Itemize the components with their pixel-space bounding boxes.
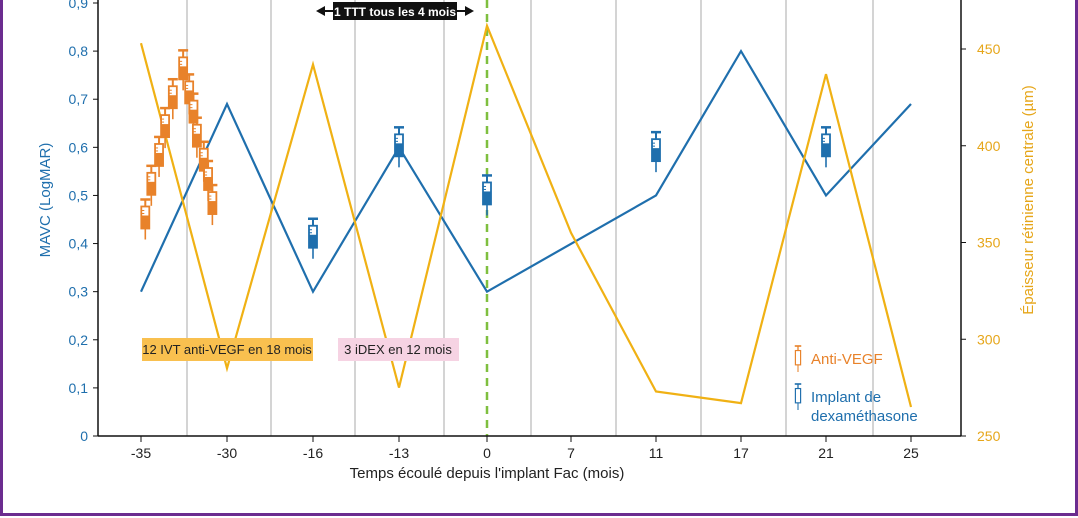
dexamethasone-syringe-icon-0 — [308, 219, 318, 259]
x-tick-label-3: -13 — [389, 445, 409, 461]
x-tick-label-2: -16 — [303, 445, 323, 461]
right-tick-label-1: 300 — [977, 331, 1001, 347]
x-tick-label-5: 7 — [567, 445, 575, 461]
syringe-barrel — [795, 389, 800, 403]
syringe-fill — [179, 66, 187, 79]
syringe-fill — [169, 95, 177, 108]
syringe-fill — [193, 134, 201, 147]
anti-vegf-syringe-icon-3 — [160, 108, 170, 148]
left-tick-label-3: 0,3 — [69, 284, 89, 300]
left-tick-label-9: 0,9 — [69, 0, 89, 11]
syringe-fill — [141, 216, 149, 229]
x-tick-label-1: -30 — [217, 445, 237, 461]
left-tick-label-6: 0,6 — [69, 139, 89, 155]
gridlines — [187, 0, 873, 436]
treatment-interval-annotation: 1 TTT tous les 4 mois — [316, 2, 474, 20]
x-tick-label-6: 11 — [649, 445, 664, 461]
syringe-icon — [795, 384, 802, 410]
dexamethasone-syringe-icon-3 — [651, 132, 661, 172]
right-tick-label-2: 350 — [977, 235, 1001, 251]
left-axis-ticks: 0 0,1 0,2 0,3 0,4 0,5 0,6 0,7 0,8 0,9 — [69, 0, 98, 444]
anti-vegf-syringe-icon-2 — [154, 137, 164, 177]
anti-vegf-box-label: 12 IVT anti-VEGF en 18 mois — [142, 342, 312, 357]
x-tick-label-7: 17 — [733, 445, 749, 461]
dexamethasone-syringe-icon-1 — [394, 127, 404, 167]
left-tick-label-2: 0,2 — [69, 332, 89, 348]
syringe-fill — [652, 148, 660, 161]
dexamethasone-syringe-icon-4 — [821, 127, 831, 167]
x-tick-label-9: 25 — [903, 445, 919, 461]
syringe-fill — [483, 191, 491, 204]
syringe-barrel — [795, 351, 800, 365]
legend-anti-vegf-syringe-icon — [795, 346, 802, 372]
syringe-fill — [822, 143, 830, 156]
anti-vegf-box: 12 IVT anti-VEGF en 18 mois — [142, 338, 313, 361]
x-axis-ticks: -35 -30 -16 -13 0 7 11 17 21 25 — [131, 436, 919, 461]
treatment-interval-label: 1 TTT tous les 4 mois — [334, 5, 456, 19]
dexamethasone-syringe-icon-2 — [482, 175, 492, 215]
left-tick-label-0: 0 — [80, 428, 88, 444]
syringe-fill — [309, 235, 317, 248]
left-tick-label-4: 0,4 — [69, 236, 89, 252]
syringe-fill — [204, 177, 212, 190]
syringe-fill — [147, 182, 155, 195]
right-tick-label-4: 450 — [977, 41, 1001, 57]
left-tick-label-5: 0,5 — [69, 187, 89, 203]
y-axis-left-label: MAVC (LogMAR) — [37, 143, 54, 258]
legend-anti-vegf-label: Anti-VEGF — [811, 351, 883, 368]
syringe-fill — [208, 201, 216, 214]
right-tick-label-0: 250 — [977, 428, 1001, 444]
syringe-icon — [795, 346, 802, 372]
syringe-fill — [395, 143, 403, 156]
series-line-mavc — [141, 51, 911, 292]
dex-box-label: 3 iDEX en 12 mois — [344, 342, 452, 357]
anti-vegf-syringe-icon-4 — [168, 79, 178, 119]
x-axis-label: Temps écoulé depuis l'implant Fac (mois) — [350, 465, 625, 482]
chart-svg: 00,10,20,30,40,50,60,70,80,9 25030035040… — [3, 0, 1075, 513]
right-axis-ticks: 250 300 350 400 450 — [961, 41, 1001, 444]
legend-dexamethasone-label-line2: dexaméthasone — [811, 408, 918, 425]
x-tick-label-4: 0 — [483, 445, 491, 461]
syringe-fill — [161, 124, 169, 137]
left-tick-label-1: 0,1 — [69, 380, 89, 396]
left-tick-label-7: 0,7 — [69, 91, 89, 107]
legend-dexamethasone-label-line1: Implant de — [811, 389, 881, 406]
legend-dexamethasone-syringe-icon — [795, 384, 802, 410]
y-axis-right-label: Épaisseur rétinienne centrale (µm) — [1020, 85, 1037, 315]
injection-markers — [140, 50, 831, 258]
left-tick-label-8: 0,8 — [69, 43, 89, 59]
anti-vegf-syringe-icon-0 — [140, 200, 150, 240]
dex-box: 3 iDEX en 12 mois — [338, 338, 459, 361]
right-tick-label-3: 400 — [977, 138, 1001, 154]
syringe-fill — [155, 153, 163, 166]
anti-vegf-syringe-icon-11 — [207, 185, 217, 225]
x-tick-label-0: -35 — [131, 445, 151, 461]
x-tick-label-8: 21 — [818, 445, 834, 461]
